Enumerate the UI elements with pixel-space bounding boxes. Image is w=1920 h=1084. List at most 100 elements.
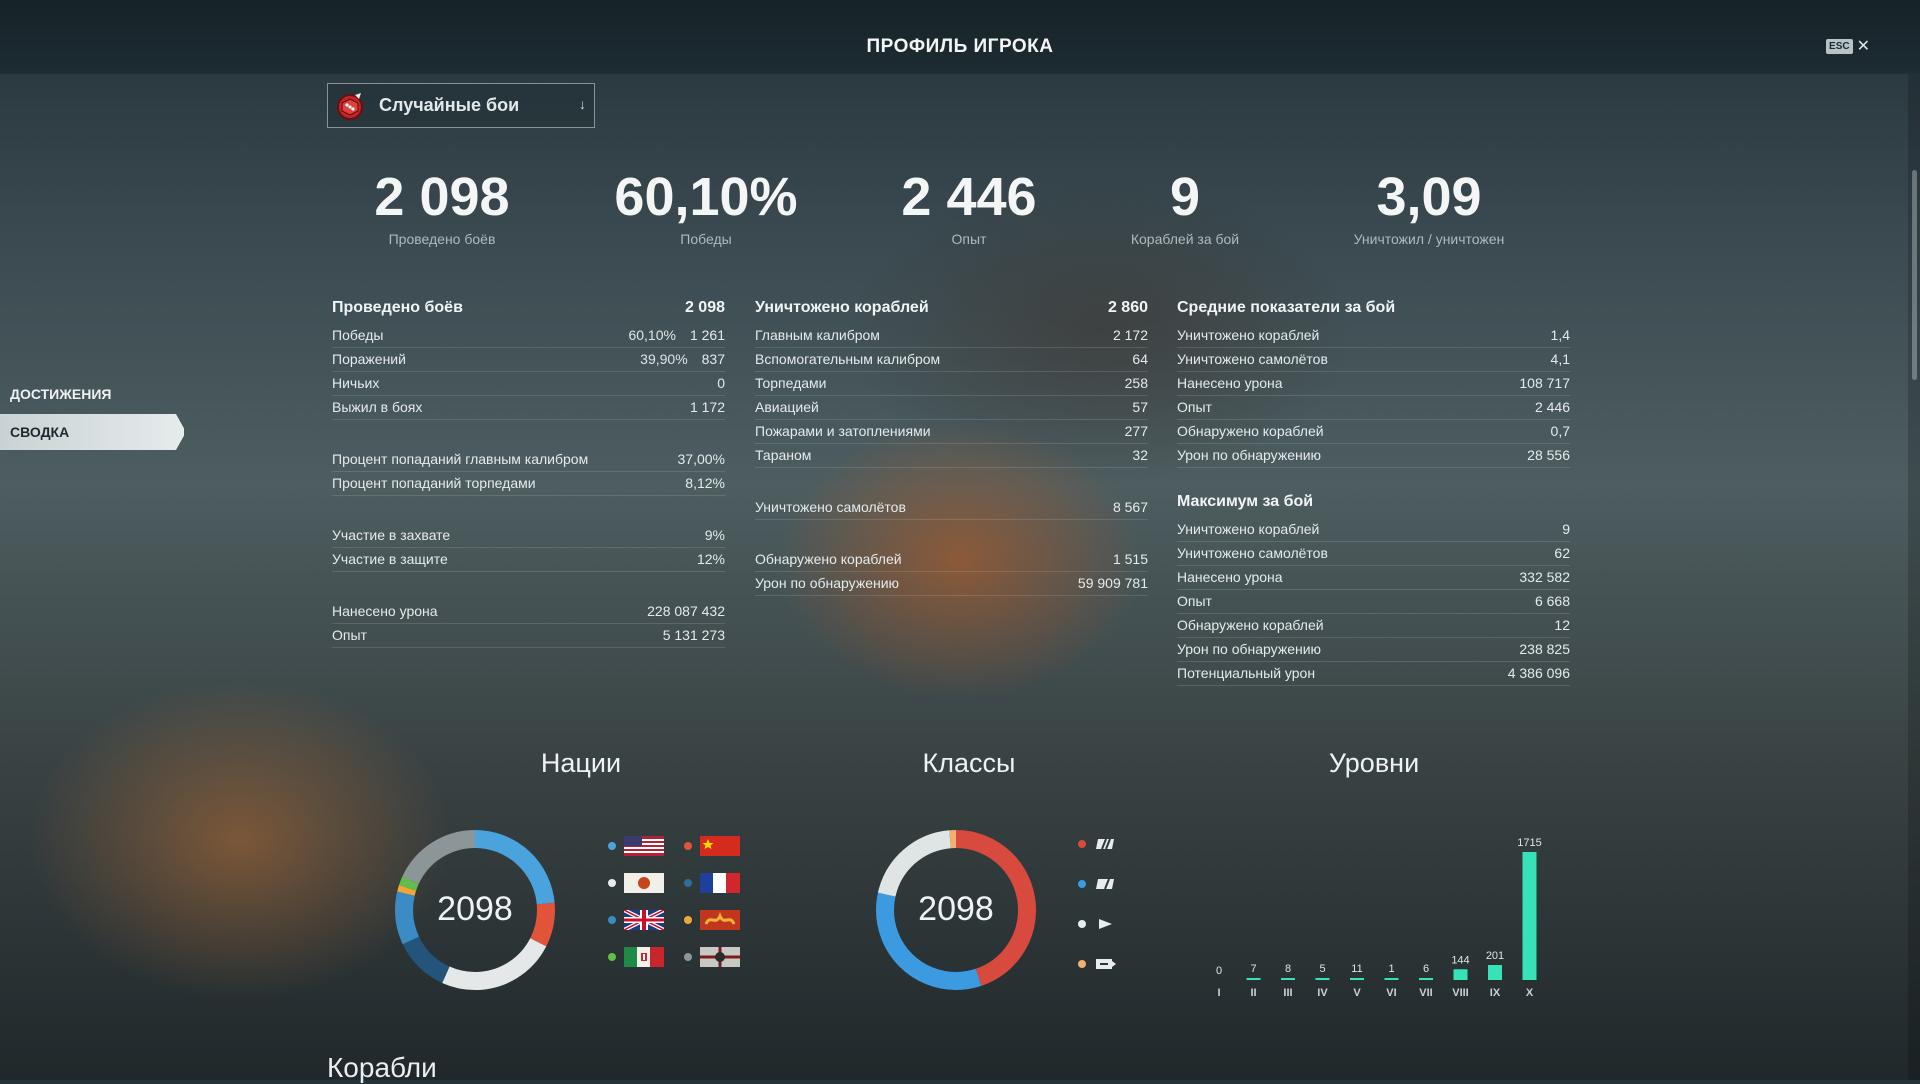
stat-label: Поражений (332, 351, 406, 367)
summary-caption: Победы (680, 231, 732, 247)
stat-value: 8,12% (685, 475, 725, 491)
stat-label: Урон по обнаружению (755, 575, 900, 591)
legend-dot (608, 916, 616, 924)
stat-row: Пожарами и затоплениями 277 (755, 420, 1148, 444)
tier-value-label: 144 (1451, 954, 1469, 966)
stat-value: 2 172 (1112, 327, 1148, 343)
battles-stats: Проведено боёв 2 098 Победы 60,10% 1 261 П… (332, 295, 725, 648)
stat-value: 108 717 (1519, 375, 1570, 391)
tier-bar-II (1246, 978, 1261, 980)
donut-segment-carriers (876, 830, 1036, 990)
close-button[interactable]: ESC ✕ (1826, 37, 1870, 55)
tier-bar-IV (1315, 978, 1330, 980)
japan-flag-icon (624, 873, 664, 893)
tier-tick-label: VI (1386, 987, 1396, 999)
tier-tick-label: II (1250, 987, 1256, 999)
stat-label: Потенциальный урон (1177, 665, 1316, 681)
stat-percent: 39,90% (640, 351, 688, 367)
legend-dot (1078, 960, 1086, 968)
stat-total: 2 860 (1107, 299, 1148, 316)
top-bar: ПРОФИЛЬ ИГРОКА ESC ✕ (0, 0, 1920, 74)
stat-row: Уничтожено самолётов 8 567 (755, 496, 1148, 520)
stat-value: 1 172 (689, 399, 725, 415)
nav-item-summary[interactable]: СВОДКА (0, 414, 184, 450)
classes-donut (876, 830, 1036, 990)
usa-flag-icon (624, 836, 664, 856)
tier-tick-label: X (1526, 987, 1534, 999)
stat-row: Авиацией 57 (755, 396, 1148, 420)
stat-label: Ничьих (332, 375, 380, 391)
stat-label: Обнаружено кораблей (1177, 617, 1324, 633)
tier-value-label: 8 (1285, 963, 1291, 975)
legend-dot (684, 916, 692, 924)
tiers-title: Уровни (1328, 748, 1420, 778)
stat-row: Урон по обнаружению 28 556 (1177, 444, 1570, 468)
stat-label: Уничтожено кораблей (1177, 521, 1320, 537)
average-header: Средние показатели за бой (1177, 295, 1570, 321)
legend-dot (684, 842, 692, 850)
nav-item-achievements[interactable]: ДОСТИЖЕНИЯ (10, 386, 112, 402)
scrollbar-thumb[interactable] (1912, 170, 1917, 380)
uk-flag-icon (624, 910, 664, 930)
battle-type-dropdown[interactable]: Случайные бои ↓ (327, 83, 595, 128)
stat-label: Опыт (1177, 593, 1212, 609)
stat-row: Опыт 2 446 (1177, 396, 1570, 420)
stat-row: Главным калибром 2 172 (755, 324, 1148, 348)
close-icon[interactable]: ✕ (1856, 37, 1870, 55)
stat-value: 57 (1132, 399, 1148, 415)
tier-value-label: 201 (1486, 950, 1504, 962)
stat-label: Нанесено урона (1177, 569, 1283, 585)
stat-label: Пожарами и затоплениями (755, 423, 931, 439)
stat-value: 59 909 781 (1077, 575, 1148, 591)
stat-label: Обнаружено кораблей (1177, 423, 1324, 439)
stat-label: Уничтожено самолётов (1177, 351, 1328, 367)
stat-row: Нанесено урона 332 582 (1177, 566, 1570, 590)
classes-total: 2098 (918, 890, 994, 928)
stat-value: 12% (696, 551, 725, 567)
stat-label: Уничтожено кораблей (1177, 327, 1320, 343)
summary-experience: 2 446 Опыт (869, 165, 1069, 247)
stat-value: 62 (1554, 545, 1570, 561)
stat-row: Нанесено урона 108 717 (1177, 372, 1570, 396)
stat-value: 2 446 (1534, 399, 1570, 415)
stat-label: Нанесено урона (1177, 375, 1283, 391)
summary-value: 60,10% (614, 167, 798, 227)
tier-value-label: 7 (1250, 963, 1256, 975)
legend-dot (1078, 840, 1086, 848)
donut-segment-germany (395, 830, 555, 990)
tier-tick-label: VIII (1452, 987, 1469, 999)
stat-value: 837 (701, 351, 725, 367)
summary-ships-per-battle: 9 Кораблей за бой (1085, 165, 1285, 247)
stat-row: Уничтожено кораблей 1,4 (1177, 324, 1570, 348)
legend-dot (1078, 880, 1086, 888)
stat-value: 0 (717, 375, 725, 391)
battle-type-label: Случайные бои (379, 95, 520, 115)
donut-segment-uk (395, 830, 555, 990)
stat-row: Уничтожено самолётов 4,1 (1177, 348, 1570, 372)
stat-value: 9% (704, 527, 725, 543)
maximum-header: Максимум за бой (1177, 489, 1570, 515)
stat-label: Авиацией (755, 399, 819, 415)
stat-label: Главным калибром (755, 327, 880, 343)
classes-title: Классы (922, 748, 1016, 778)
summary-wins: 60,10% Победы (606, 165, 806, 247)
stat-row: Торпедами 258 (755, 372, 1148, 396)
scrollbar[interactable] (1908, 74, 1920, 1080)
stat-label: Тараном (755, 447, 812, 463)
stat-row: Тараном 32 (755, 444, 1148, 468)
battleship-icon (1096, 838, 1114, 850)
donut-segment-china (395, 830, 555, 990)
nations-total: 2098 (437, 890, 513, 928)
legend-dot (1078, 920, 1086, 928)
stat-value: 0,7 (1550, 423, 1570, 439)
stat-percent: 60,10% (628, 327, 676, 343)
stat-row: Урон по обнаружению 59 909 781 (755, 572, 1148, 596)
tier-value-label: 1715 (1517, 837, 1541, 849)
random-battle-icon (337, 92, 363, 120)
stat-label: Процент попаданий главным калибром (332, 451, 589, 467)
stat-value: 5 131 273 (662, 627, 725, 643)
stat-label: Опыт (1177, 399, 1212, 415)
tier-value-label: 6 (1423, 963, 1429, 975)
legend-dot (684, 879, 692, 887)
summary-kd-ratio: 3,09 Уничтожил / уничтожен (1329, 165, 1529, 247)
